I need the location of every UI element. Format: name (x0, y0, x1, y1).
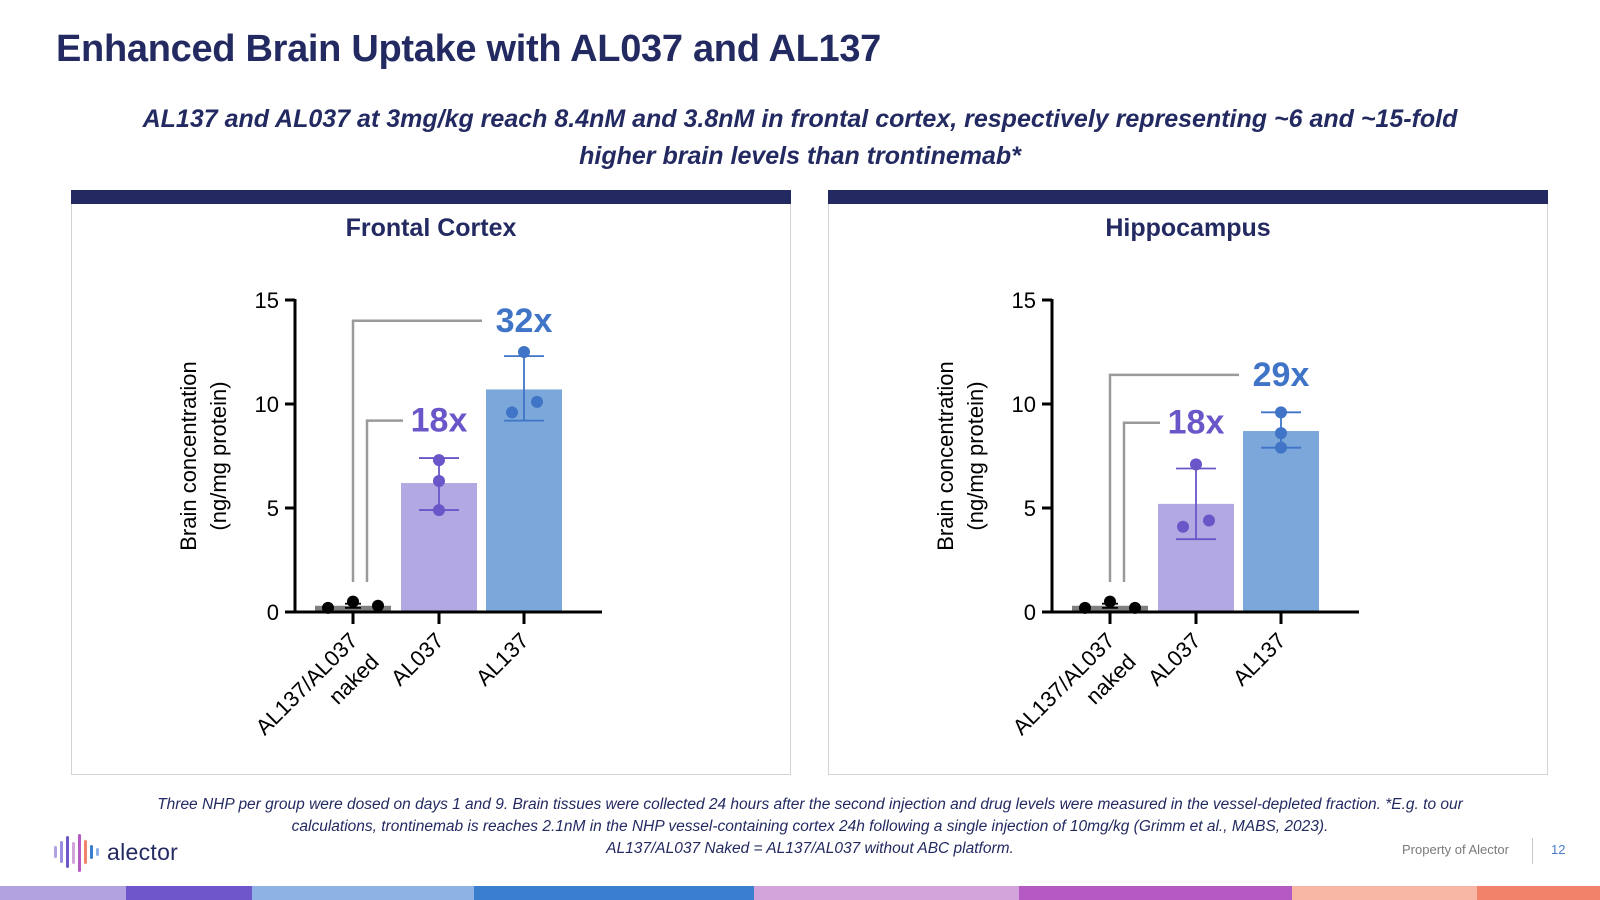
fold-change-label: 18x (1168, 404, 1225, 442)
footnote-line-3: AL137/AL037 Naked = AL137/AL037 without … (606, 840, 1014, 857)
data-point (347, 595, 359, 608)
stripe-segment (126, 886, 252, 900)
data-point (531, 395, 543, 408)
fold-change-bracket (1122, 421, 1160, 582)
x-tick-label: AL037 (1143, 628, 1206, 691)
y-tick-label: 5 (1024, 496, 1036, 521)
slide-title: Enhanced Brain Uptake with AL037 and AL1… (56, 28, 882, 70)
y-tick-label: 15 (1012, 288, 1036, 313)
data-point (433, 454, 445, 467)
stripe-segment (1477, 886, 1600, 900)
y-tick-label: 5 (267, 496, 279, 521)
data-point (433, 474, 445, 487)
y-tick-label: 0 (267, 600, 279, 625)
x-tick-label: AL037 (386, 628, 449, 691)
bar (315, 605, 391, 612)
stripe-segment (252, 886, 474, 900)
x-tick-label: AL137 (471, 628, 534, 691)
footnote-line-1: Three NHP per group were dosed on days 1… (157, 796, 1463, 813)
data-point (506, 406, 518, 419)
bar (1072, 605, 1148, 612)
chart-panel-hippocampus: Hippocampus Brain concentration (ng/mg pr… (828, 190, 1548, 775)
data-point (372, 599, 384, 612)
stripe-segment (1019, 886, 1292, 900)
chart-title: Frontal Cortex (345, 214, 517, 242)
chart-panel-frontal-cortex: Frontal Cortex Brain concentration (ng/mg… (71, 190, 791, 775)
bar (486, 389, 562, 612)
fold-change-bracket (1108, 373, 1239, 582)
stripe-segment (754, 886, 1019, 900)
data-point (1275, 441, 1287, 454)
data-point (433, 504, 445, 517)
stripe-segment (0, 886, 126, 900)
x-tick-label: AL137 (1228, 628, 1291, 691)
fold-change-bracket (365, 419, 403, 582)
slide-subtitle: AL137 and AL037 at 3mg/kg reach 8.4nM an… (60, 101, 1540, 175)
fold-change-bracket (351, 319, 482, 582)
y-axis-label: Brain concentration (ng/mg protein) (933, 361, 988, 551)
fold-change-label: 18x (411, 402, 468, 440)
data-point (1275, 406, 1287, 419)
panel-header-bar (71, 190, 791, 204)
bar-chart-hippocampus: Brain concentration (ng/mg protein) 18x 29x… (933, 288, 1359, 761)
alector-logo-icon (54, 834, 99, 872)
x-tick-label: AL137/AL037naked (251, 628, 384, 761)
fold-change-label: 32x (496, 302, 553, 340)
alector-logo: alector (53, 830, 178, 874)
page-number: 12 (1551, 842, 1566, 857)
y-tick-label: 0 (1024, 600, 1036, 625)
footnote-line-2: calculations, trontinemab is reaches 2.1… (291, 818, 1329, 835)
stripe-segment (1292, 886, 1477, 900)
property-label: Property of Alector (1402, 842, 1509, 857)
bar-chart-frontal-cortex: Brain concentration (ng/mg protein) 18x 32x… (176, 288, 602, 761)
data-point (518, 346, 530, 358)
data-point (1275, 427, 1287, 440)
panel-header-bar (828, 190, 1548, 204)
stripe-segment (474, 886, 754, 900)
bottom-color-stripe (0, 886, 1600, 900)
y-tick-label: 15 (255, 288, 279, 313)
chart-title: Hippocampus (1105, 214, 1271, 242)
footnote: Three NHP per group were dosed on days 1… (100, 794, 1520, 860)
alector-logo-text: alector (107, 838, 179, 865)
bar (1243, 431, 1319, 612)
fold-change-label: 29x (1253, 356, 1310, 394)
subtitle-line-1: AL137 and AL037 at 3mg/kg reach 8.4nM an… (142, 105, 1458, 133)
footer-divider (1532, 838, 1533, 864)
data-point (1177, 520, 1189, 533)
subtitle-line-2: higher brain levels than trontinemab* (579, 142, 1021, 170)
data-point (1104, 595, 1116, 608)
y-tick-label: 10 (1012, 392, 1036, 417)
y-tick-label: 10 (255, 392, 279, 417)
data-point (1203, 514, 1215, 527)
data-point (1190, 458, 1202, 471)
x-tick-label: AL137/AL037naked (1008, 628, 1141, 761)
y-axis-label: Brain concentration (ng/mg protein) (176, 361, 231, 551)
